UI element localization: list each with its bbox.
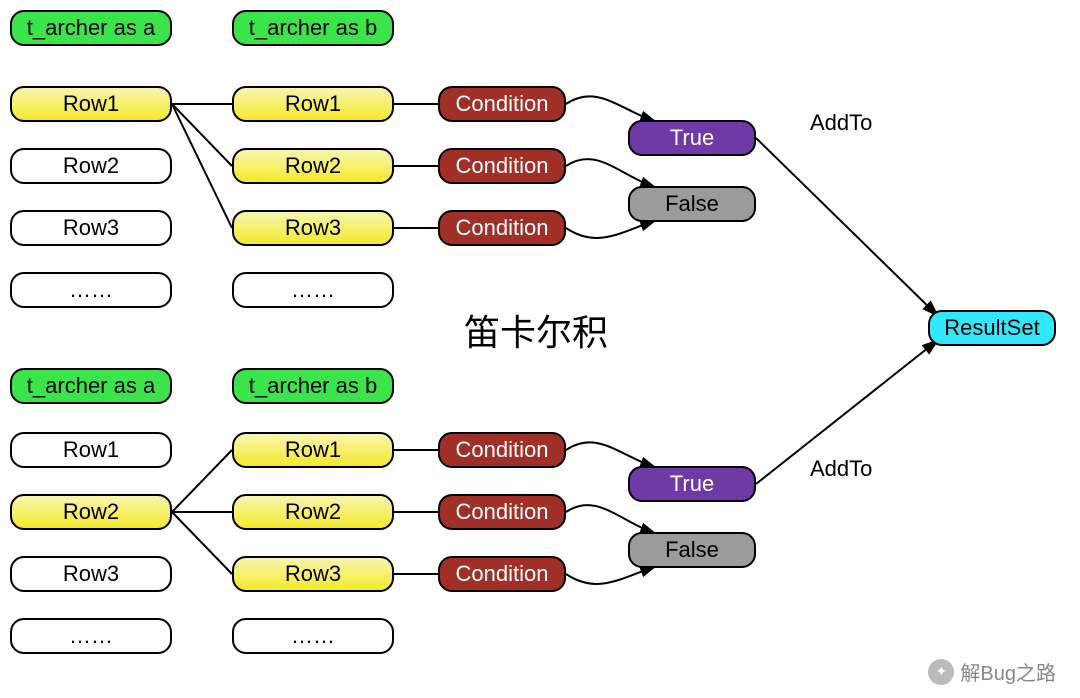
addto-label-top: AddTo (810, 110, 872, 136)
addto-label-bottom: AddTo (810, 456, 872, 482)
col-b-row-bottom-3: …… (232, 618, 394, 654)
header-a-bottom: t_archer as a (10, 368, 172, 404)
col-a-row-top-2: Row3 (10, 210, 172, 246)
condition-top-2: Condition (438, 210, 566, 246)
col-a-row-top-1: Row2 (10, 148, 172, 184)
true-node-bottom: True (628, 466, 756, 502)
watermark-text: 解Bug之路 (960, 657, 1056, 686)
resultset-node: ResultSet (928, 310, 1056, 346)
condition-bottom-0: Condition (438, 432, 566, 468)
col-a-row-top-3: …… (10, 272, 172, 308)
col-b-row-bottom-0: Row1 (232, 432, 394, 468)
false-node-top: False (628, 186, 756, 222)
condition-top-0: Condition (438, 86, 566, 122)
true-node-top: True (628, 120, 756, 156)
condition-bottom-2: Condition (438, 556, 566, 592)
col-a-row-bottom-2: Row3 (10, 556, 172, 592)
header-a-top: t_archer as a (10, 10, 172, 46)
watermark: ✦ 解Bug之路 (928, 657, 1056, 686)
col-a-row-bottom-0: Row1 (10, 432, 172, 468)
header-b-bottom: t_archer as b (232, 368, 394, 404)
col-b-row-top-0: Row1 (232, 86, 394, 122)
condition-top-1: Condition (438, 148, 566, 184)
wechat-icon: ✦ (928, 659, 954, 685)
col-b-row-bottom-1: Row2 (232, 494, 394, 530)
col-a-row-bottom-3: …… (10, 618, 172, 654)
col-b-row-top-3: …… (232, 272, 394, 308)
diagram-title: 笛卡尔积 (464, 304, 608, 356)
condition-bottom-1: Condition (438, 494, 566, 530)
col-a-row-top-0: Row1 (10, 86, 172, 122)
false-node-bottom: False (628, 532, 756, 568)
col-b-row-bottom-2: Row3 (232, 556, 394, 592)
col-b-row-top-2: Row3 (232, 210, 394, 246)
col-a-row-bottom-1: Row2 (10, 494, 172, 530)
header-b-top: t_archer as b (232, 10, 394, 46)
col-b-row-top-1: Row2 (232, 148, 394, 184)
